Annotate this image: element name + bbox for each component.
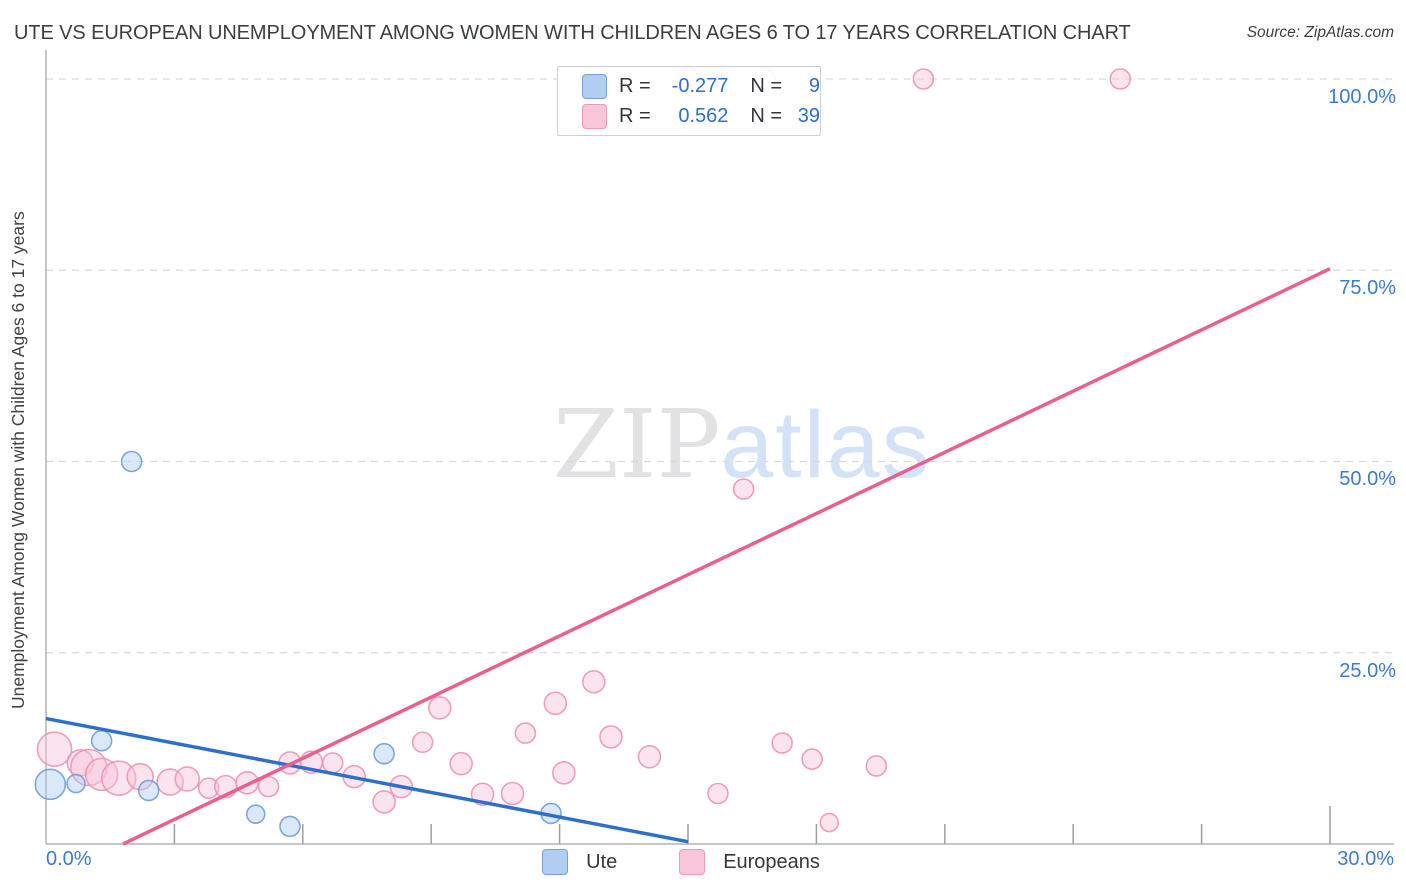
r-value: 0.562 bbox=[678, 104, 729, 127]
europeans-point bbox=[819, 812, 840, 833]
ute-trend-line bbox=[45, 716, 689, 844]
europeans-trend-line bbox=[122, 267, 1331, 846]
y-tick-25: 25.0% bbox=[1339, 660, 1396, 682]
europeans-point bbox=[257, 775, 280, 798]
europeans-point bbox=[100, 760, 137, 797]
watermark-zip: ZIP bbox=[553, 390, 721, 500]
europeans-point bbox=[126, 762, 154, 791]
europeans-point bbox=[174, 766, 201, 792]
y-tick-100: 100.0% bbox=[1328, 86, 1396, 108]
europeans-point bbox=[801, 748, 823, 770]
europeans-legend-label: Europeans bbox=[723, 850, 820, 873]
europeans-point bbox=[582, 670, 606, 694]
europeans-point bbox=[156, 768, 184, 796]
r-label: R = bbox=[619, 74, 651, 97]
source-attribution: Source: ZipAtlas.com bbox=[1246, 24, 1394, 41]
n-label: N = bbox=[750, 74, 783, 97]
x-tick-0: 0.0% bbox=[46, 848, 92, 870]
ute-swatch-icon bbox=[542, 849, 569, 875]
n-value: 9 bbox=[808, 74, 820, 97]
europeans-swatch-icon bbox=[582, 103, 607, 129]
y-tick-75: 75.0% bbox=[1339, 277, 1396, 299]
series-legend: Ute Europeans bbox=[0, 849, 1406, 875]
legend-row-europeans: R = 0.562 N = 39 bbox=[558, 103, 820, 129]
ute-point bbox=[245, 804, 266, 824]
ute-legend-label: Ute bbox=[586, 850, 618, 873]
ute-point bbox=[34, 768, 67, 801]
r-label: R = bbox=[619, 104, 651, 127]
page-title: UTE VS EUROPEAN UNEMPLOYMENT AMONG WOMEN… bbox=[14, 22, 1131, 44]
europeans-point bbox=[372, 790, 396, 814]
y-tick-50: 50.0% bbox=[1339, 468, 1396, 490]
ute-point bbox=[373, 742, 395, 765]
europeans-point bbox=[707, 782, 729, 805]
correlation-legend: R = -0.277 N = 9 R = 0.562 N = 39 bbox=[557, 66, 821, 136]
europeans-point bbox=[865, 755, 888, 777]
ute-point bbox=[137, 779, 160, 802]
europeans-point bbox=[500, 781, 525, 806]
europeans-point bbox=[637, 744, 662, 769]
ute-point bbox=[90, 729, 113, 752]
n-value: 39 bbox=[797, 104, 820, 127]
europeans-point bbox=[543, 691, 568, 716]
europeans-point bbox=[552, 761, 576, 785]
europeans-point bbox=[771, 732, 793, 754]
europeans-point bbox=[427, 696, 452, 720]
europeans-point bbox=[1109, 68, 1132, 90]
legend-row-ute: R = -0.277 N = 9 bbox=[558, 73, 820, 99]
europeans-point bbox=[732, 478, 755, 500]
europeans-point bbox=[321, 752, 344, 774]
ute-point bbox=[66, 773, 86, 794]
europeans-point bbox=[912, 68, 935, 90]
europeans-point bbox=[36, 731, 73, 767]
ute-point bbox=[279, 815, 301, 838]
europeans-point bbox=[411, 731, 434, 754]
n-label: N = bbox=[750, 104, 783, 127]
europeans-point bbox=[514, 722, 537, 744]
europeans-point bbox=[197, 777, 220, 799]
ute-point bbox=[120, 450, 143, 473]
ute-swatch-icon bbox=[582, 73, 607, 99]
r-value: -0.277 bbox=[671, 74, 729, 97]
x-tick-30: 30.0% bbox=[1337, 848, 1394, 870]
europeans-point bbox=[599, 725, 623, 749]
europeans-point bbox=[449, 751, 473, 776]
europeans-swatch-icon bbox=[679, 849, 706, 875]
